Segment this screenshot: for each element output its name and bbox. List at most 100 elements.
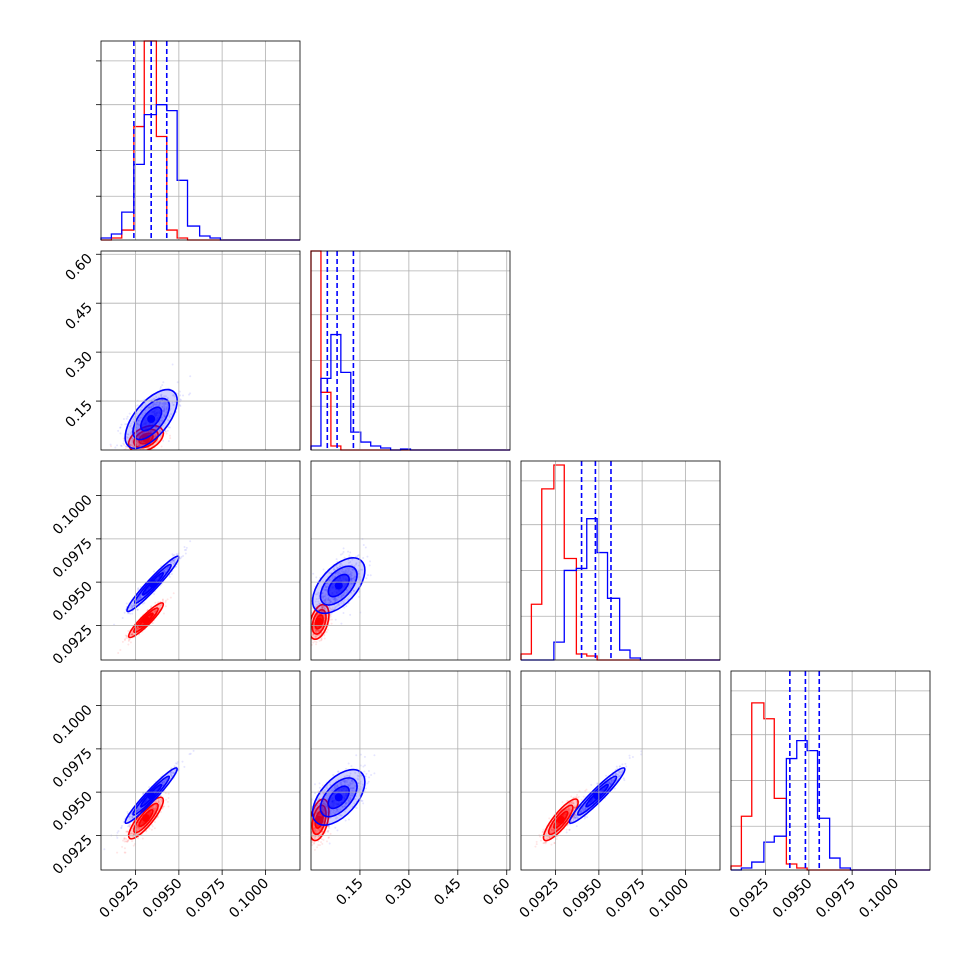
point-red xyxy=(321,606,324,609)
point-red xyxy=(318,844,321,847)
point-red xyxy=(136,627,139,630)
point-blue xyxy=(120,827,123,830)
point-red xyxy=(313,829,316,832)
point-blue xyxy=(133,603,136,606)
point-red xyxy=(321,802,324,805)
point-blue xyxy=(335,598,338,601)
point-blue xyxy=(127,433,130,436)
point-red xyxy=(153,610,156,613)
point-red xyxy=(139,451,141,453)
point-blue xyxy=(136,608,139,611)
point-red xyxy=(321,605,324,608)
point-blue xyxy=(131,605,134,608)
point-blue xyxy=(323,789,326,792)
point-blue xyxy=(306,838,308,840)
point-blue xyxy=(150,406,153,409)
point-blue xyxy=(136,809,139,812)
point-red xyxy=(307,634,309,636)
point-blue xyxy=(161,384,164,387)
point-blue xyxy=(116,836,119,839)
point-blue xyxy=(163,409,166,412)
point-red xyxy=(147,430,150,433)
point-blue xyxy=(127,458,129,460)
point-red xyxy=(167,792,170,795)
point-blue xyxy=(161,781,164,784)
point-red xyxy=(121,845,124,848)
point-blue xyxy=(330,612,333,615)
point-blue xyxy=(154,403,157,406)
point-red xyxy=(137,837,140,840)
point-blue xyxy=(340,602,343,605)
point-blue xyxy=(163,407,166,410)
point-blue xyxy=(364,546,367,549)
point-red xyxy=(142,448,145,450)
point-red xyxy=(331,606,334,609)
point-blue xyxy=(359,753,362,756)
point-red xyxy=(313,627,316,630)
point-red xyxy=(129,641,132,644)
point-blue xyxy=(155,426,158,429)
point-blue xyxy=(336,784,339,787)
point-red xyxy=(306,814,308,816)
point-blue xyxy=(324,589,327,592)
point-blue xyxy=(163,404,166,407)
point-red xyxy=(317,809,320,812)
point-blue xyxy=(297,820,299,822)
point-blue xyxy=(164,778,167,781)
point-red xyxy=(313,826,316,829)
point-red xyxy=(321,830,324,833)
point-blue xyxy=(318,602,321,605)
point-blue xyxy=(163,570,166,573)
point-red xyxy=(124,638,127,641)
point-blue xyxy=(318,797,321,800)
point-red xyxy=(153,807,156,810)
point-blue xyxy=(162,409,165,412)
point-red xyxy=(162,805,165,808)
point-blue xyxy=(309,612,311,614)
point-blue xyxy=(131,816,134,819)
point-red xyxy=(133,833,136,836)
point-blue xyxy=(152,398,155,401)
point-blue xyxy=(341,564,344,567)
point-red xyxy=(164,605,167,608)
point-red xyxy=(165,432,168,435)
point-red xyxy=(164,792,167,795)
point-red xyxy=(322,800,325,803)
point-blue xyxy=(343,556,346,559)
point-blue xyxy=(327,825,330,828)
point-blue xyxy=(355,754,358,757)
point-red xyxy=(131,832,134,835)
point-blue xyxy=(162,402,165,405)
point-blue xyxy=(126,415,129,418)
point-blue xyxy=(312,572,315,575)
point-blue xyxy=(308,593,310,595)
point-red xyxy=(129,832,132,835)
point-blue xyxy=(130,813,133,816)
point-blue xyxy=(319,602,322,605)
point-red xyxy=(330,622,333,625)
point-red xyxy=(155,804,158,807)
point-red xyxy=(123,838,126,841)
point-red xyxy=(312,633,315,636)
point-red xyxy=(320,610,323,613)
point-blue xyxy=(167,419,170,422)
point-blue xyxy=(153,403,156,406)
point-red xyxy=(131,453,133,455)
histogram-panel-2 xyxy=(520,461,720,661)
point-blue xyxy=(168,426,171,429)
point-red xyxy=(322,801,325,804)
point-red xyxy=(136,826,139,829)
point-blue xyxy=(363,764,366,767)
point-blue xyxy=(368,564,371,567)
point-blue xyxy=(149,430,152,433)
point-blue xyxy=(178,390,181,393)
histogram-blue xyxy=(731,740,930,871)
point-blue xyxy=(128,816,131,819)
point-blue xyxy=(348,573,351,576)
point-blue xyxy=(118,451,120,453)
point-red xyxy=(128,638,131,641)
point-red xyxy=(131,631,134,634)
point-red xyxy=(315,635,318,638)
point-red xyxy=(313,640,316,643)
point-blue xyxy=(343,570,346,573)
